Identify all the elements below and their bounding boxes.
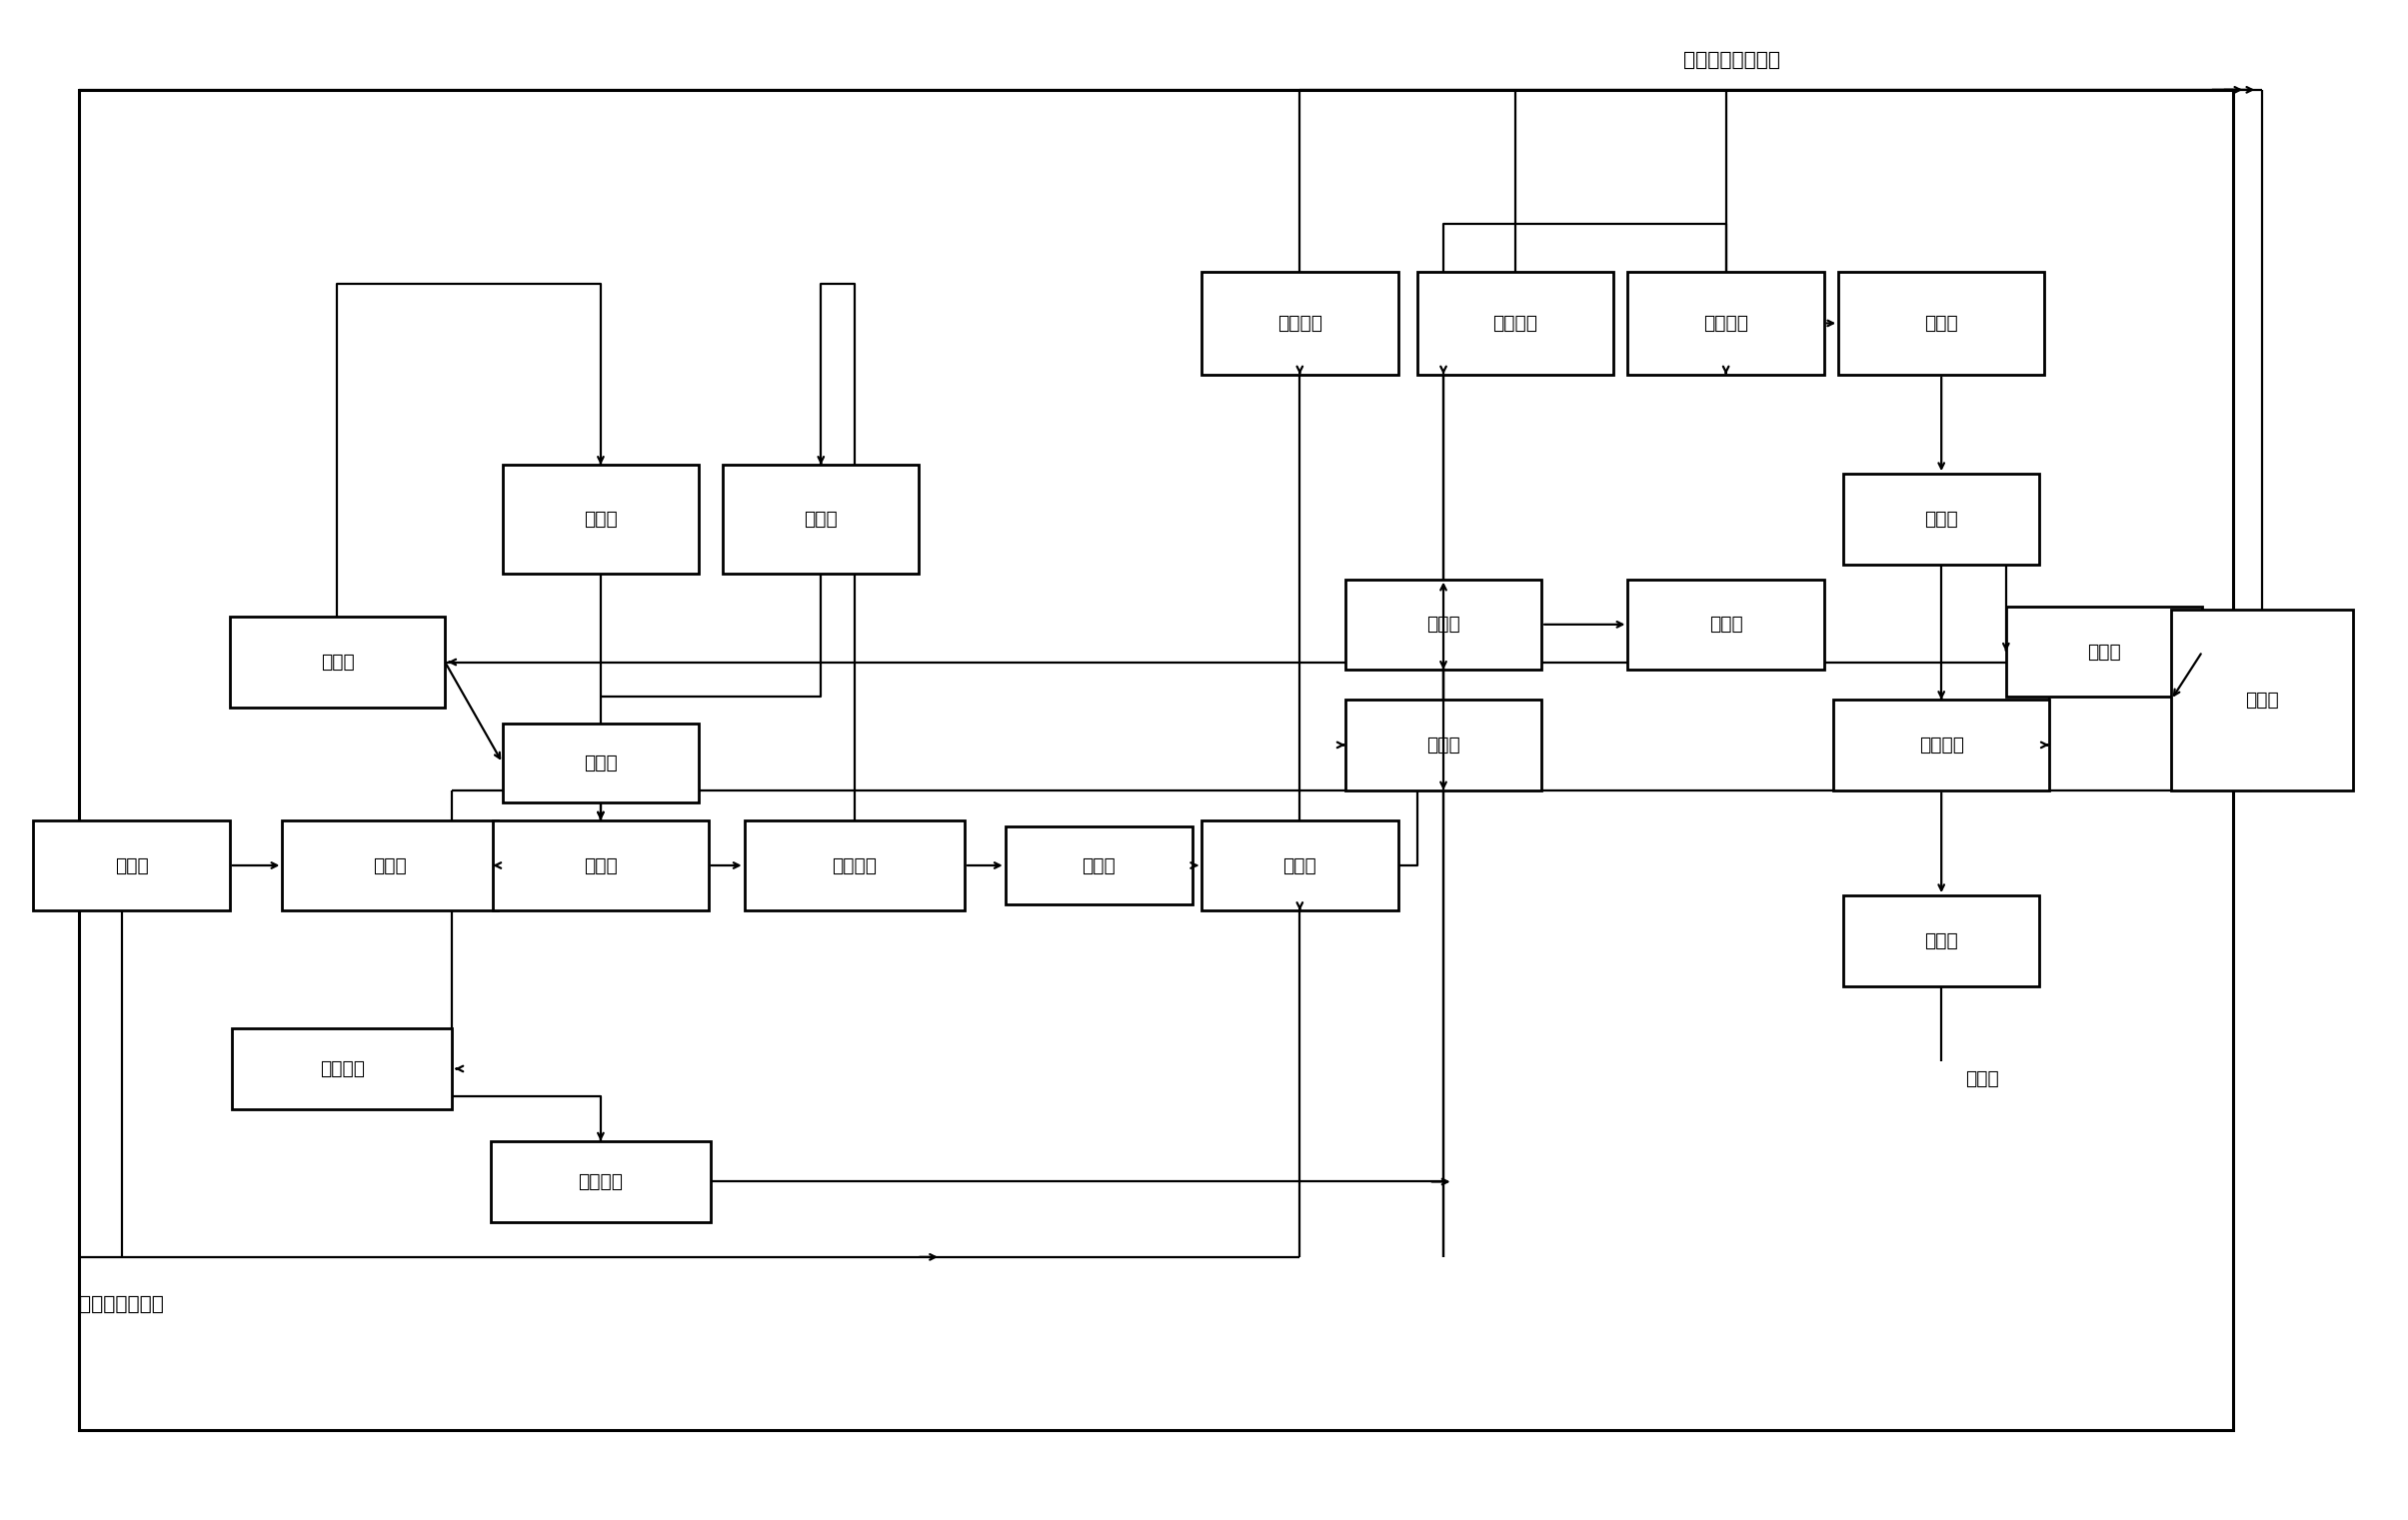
- Text: 计量罐: 计量罐: [583, 509, 616, 529]
- FancyBboxPatch shape: [229, 617, 445, 707]
- Text: 醋酸塔: 醋酸塔: [2244, 690, 2278, 710]
- Text: 空气来自压缩机: 空气来自压缩机: [79, 1295, 164, 1313]
- Text: 二成酐: 二成酐: [2088, 641, 2121, 661]
- Text: 配料罐: 配料罐: [583, 856, 616, 876]
- Text: 稀醋酸罐: 稀醋酸罐: [320, 1059, 364, 1078]
- FancyBboxPatch shape: [491, 1142, 710, 1222]
- FancyBboxPatch shape: [1842, 895, 2040, 986]
- FancyBboxPatch shape: [1837, 272, 2044, 374]
- Text: 氧化尾气去尾吸塔: 氧化尾气去尾吸塔: [1683, 52, 1780, 70]
- Text: 计量罐: 计量罐: [804, 509, 838, 529]
- Text: 原料泵: 原料泵: [116, 856, 149, 876]
- FancyBboxPatch shape: [503, 465, 698, 573]
- FancyBboxPatch shape: [1346, 699, 1541, 790]
- FancyBboxPatch shape: [34, 821, 229, 910]
- FancyBboxPatch shape: [494, 821, 708, 910]
- Text: 酐精制塔: 酐精制塔: [1919, 736, 1965, 754]
- Text: 成品罐: 成品罐: [1924, 932, 1958, 950]
- Text: 一氧化: 一氧化: [1283, 856, 1317, 876]
- FancyBboxPatch shape: [1842, 474, 2040, 564]
- Text: 原料罐: 原料罐: [373, 856, 407, 876]
- Text: 闪蒸槽: 闪蒸槽: [1924, 313, 1958, 333]
- Text: 一氧化冷: 一氧化冷: [1276, 313, 1322, 333]
- Text: 二氧化: 二氧化: [1426, 736, 1459, 754]
- FancyBboxPatch shape: [1416, 272, 1613, 374]
- Text: 去结片: 去结片: [1965, 1069, 1999, 1088]
- Text: 醋酸罐: 醋酸罐: [320, 652, 354, 672]
- FancyBboxPatch shape: [1202, 272, 1399, 374]
- Text: 三氧化冷: 三氧化冷: [1702, 313, 1748, 333]
- FancyBboxPatch shape: [722, 465, 920, 573]
- Text: 一成酐: 一成酐: [1924, 509, 1958, 529]
- Text: 稀醋酸泵: 稀醋酸泵: [578, 1172, 624, 1192]
- FancyBboxPatch shape: [1832, 699, 2049, 790]
- Text: 计量泵: 计量泵: [1081, 856, 1115, 876]
- FancyBboxPatch shape: [1346, 579, 1541, 670]
- FancyBboxPatch shape: [1202, 821, 1399, 910]
- FancyBboxPatch shape: [1628, 272, 1825, 374]
- Text: 二氧化冷: 二氧化冷: [1493, 313, 1539, 333]
- FancyBboxPatch shape: [503, 724, 698, 803]
- Text: 三氧化: 三氧化: [1426, 616, 1459, 634]
- FancyBboxPatch shape: [744, 821, 966, 910]
- Text: 醋酸泵: 醋酸泵: [583, 754, 616, 772]
- Text: 配料储罐: 配料储罐: [833, 856, 877, 876]
- FancyBboxPatch shape: [1628, 579, 1825, 670]
- FancyBboxPatch shape: [2006, 606, 2203, 696]
- FancyBboxPatch shape: [2172, 610, 2353, 790]
- FancyBboxPatch shape: [282, 821, 498, 910]
- Text: 中间罐: 中间罐: [1710, 616, 1743, 634]
- FancyBboxPatch shape: [231, 1028, 453, 1110]
- FancyBboxPatch shape: [1004, 827, 1192, 904]
